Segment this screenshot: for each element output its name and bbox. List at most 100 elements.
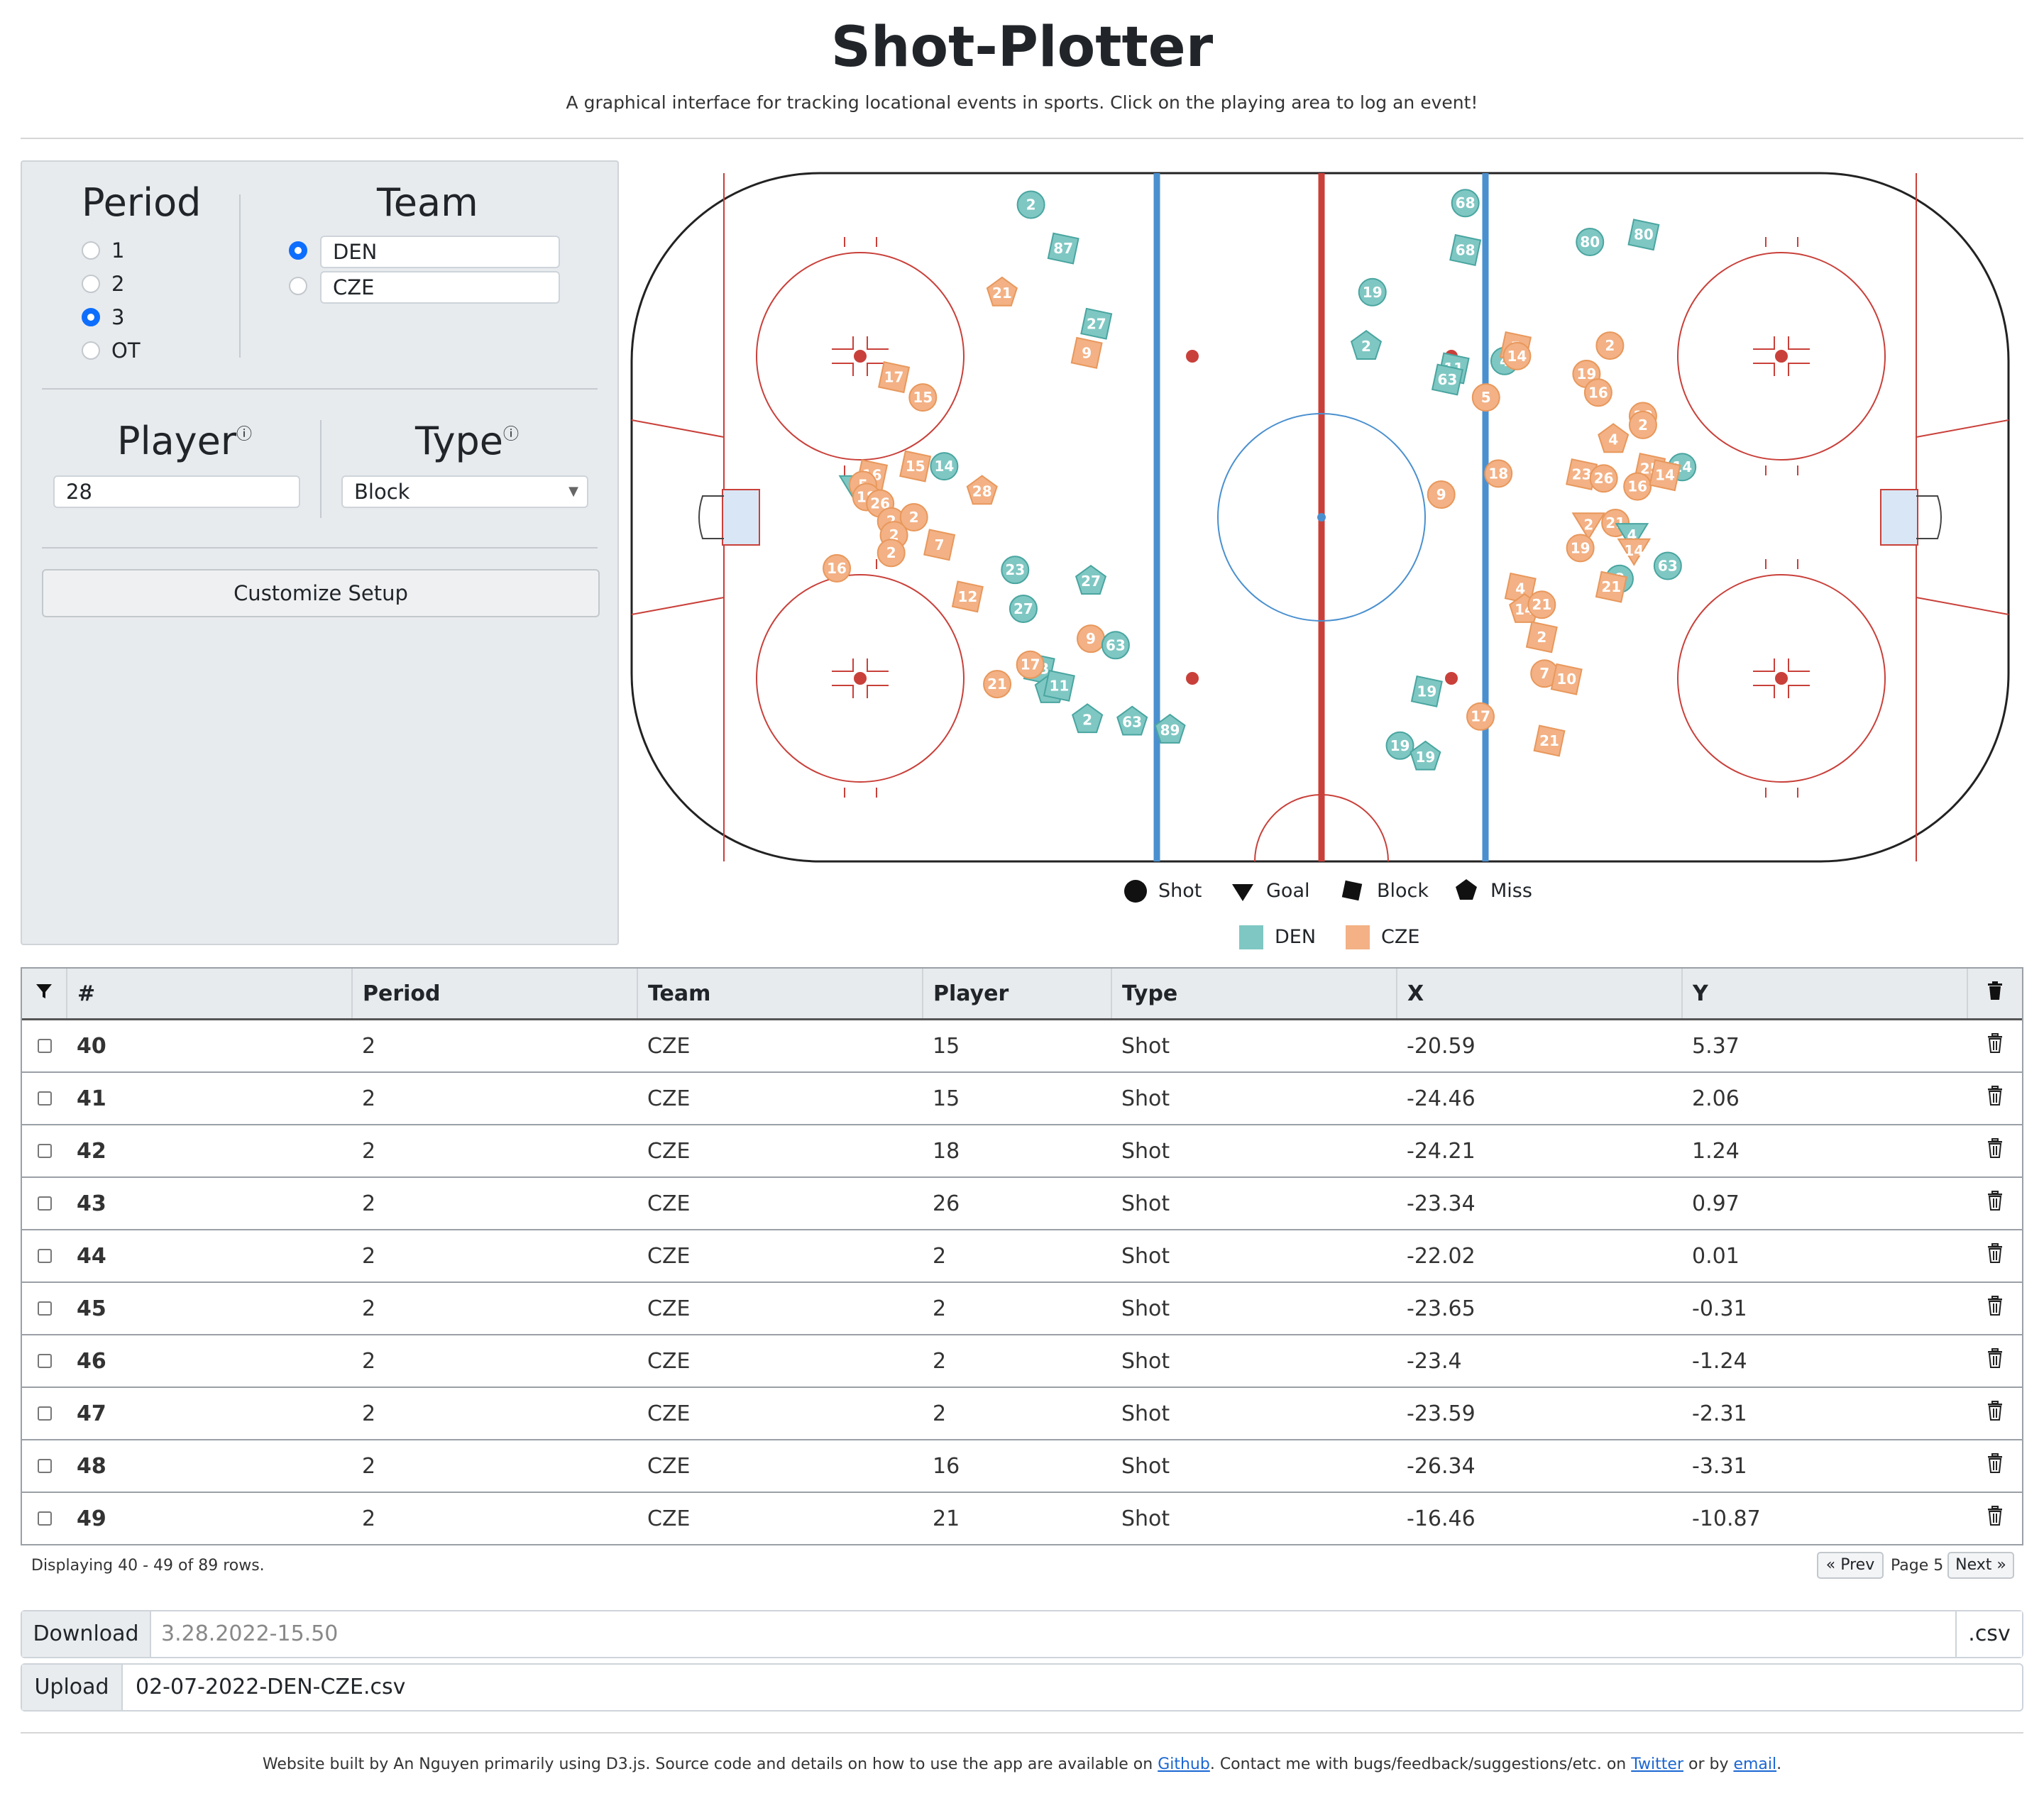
player-info-icon[interactable]: ⓘ — [236, 426, 253, 443]
download-button[interactable]: Download — [22, 1611, 151, 1657]
player-input[interactable]: 28 — [53, 475, 300, 508]
table-row[interactable]: 47 2 CZE 2 Shot -23.59 -2.31 — [22, 1387, 2022, 1440]
cze-shot-marker[interactable]: 2 — [899, 503, 928, 531]
cze-miss-marker[interactable]: 21 — [986, 276, 1018, 307]
den-block-marker[interactable]: 80 — [1627, 219, 1660, 251]
table-row[interactable]: 45 2 CZE 2 Shot -23.65 -0.31 — [22, 1281, 2022, 1335]
den-shot-marker[interactable]: 80 — [1576, 228, 1605, 256]
cze-shot-marker[interactable]: 14 — [1502, 341, 1532, 370]
col-header-x[interactable]: X — [1397, 969, 1683, 1020]
cze-shot-marker[interactable]: 2 — [877, 539, 906, 568]
den-miss-marker[interactable]: 89 — [1154, 713, 1186, 744]
cze-block-marker[interactable]: 10 — [1550, 663, 1583, 695]
customize-setup-button[interactable]: Customize Setup — [42, 569, 600, 617]
period-radio-ot[interactable] — [82, 341, 100, 360]
cze-shot-marker[interactable]: 21 — [983, 670, 1012, 699]
trash-icon[interactable] — [1967, 1387, 2022, 1440]
trash-icon[interactable] — [1967, 1229, 2022, 1282]
team-radio-den[interactable] — [289, 241, 307, 260]
trash-icon[interactable] — [1967, 1018, 2022, 1072]
den-block-marker[interactable]: 11 — [1043, 669, 1075, 702]
cze-miss-marker[interactable]: 4 — [1598, 423, 1630, 453]
cze-block-marker[interactable]: 2 — [1525, 621, 1558, 654]
prev-page-button[interactable]: « Prev — [1817, 1552, 1884, 1579]
table-row[interactable]: 48 2 CZE 16 Shot -26.34 -3.31 — [22, 1439, 2022, 1492]
trash-icon[interactable] — [1967, 1124, 2022, 1177]
cze-block-marker[interactable]: 21 — [1595, 570, 1627, 603]
trash-icon[interactable] — [1967, 1071, 2022, 1125]
cze-shot-marker[interactable]: 18 — [1484, 459, 1513, 488]
table-row[interactable]: 46 2 CZE 2 Shot -23.4 -1.24 — [22, 1334, 2022, 1387]
cze-goal-marker[interactable]: 2 — [1571, 512, 1606, 541]
trash-icon[interactable] — [1967, 1439, 2022, 1492]
row-checkbox[interactable] — [22, 1176, 67, 1230]
row-checkbox[interactable] — [22, 1334, 67, 1387]
cze-shot-marker[interactable]: 16 — [1623, 472, 1652, 501]
twitter-link[interactable]: Twitter — [1631, 1755, 1683, 1773]
row-checkbox[interactable] — [22, 1281, 67, 1335]
trash-icon[interactable] — [1967, 1176, 2022, 1230]
den-miss-marker[interactable]: 2 — [1072, 703, 1104, 734]
cze-block-marker[interactable]: 21 — [1533, 724, 1566, 757]
den-shot-marker[interactable]: 23 — [1001, 556, 1030, 585]
trash-all-icon[interactable] — [1967, 969, 2022, 1020]
period-radio-1[interactable] — [82, 241, 100, 260]
cze-shot-marker[interactable]: 5 — [1471, 383, 1500, 412]
row-checkbox[interactable] — [22, 1387, 67, 1440]
table-row[interactable]: 43 2 CZE 26 Shot -23.34 0.97 — [22, 1176, 2022, 1230]
cze-shot-marker[interactable]: 16 — [823, 553, 852, 583]
row-checkbox[interactable] — [22, 1071, 67, 1125]
download-filename-input[interactable]: 3.28.2022-15.50 — [161, 1621, 339, 1646]
period-radio-2[interactable] — [82, 275, 100, 293]
cze-block-marker[interactable]: 15 — [899, 450, 932, 483]
type-select[interactable]: Block ▼ — [341, 475, 588, 508]
cze-block-marker[interactable]: 17 — [878, 361, 911, 394]
cze-shot-marker[interactable]: 7 — [1530, 659, 1559, 688]
cze-shot-marker[interactable]: 17 — [1016, 650, 1045, 679]
trash-icon[interactable] — [1967, 1492, 2022, 1544]
cze-block-marker[interactable]: 12 — [951, 580, 984, 613]
den-shot-marker[interactable]: 63 — [1653, 551, 1682, 580]
cze-shot-marker[interactable]: 9 — [1076, 624, 1105, 654]
cze-shot-marker[interactable]: 26 — [1589, 464, 1618, 493]
table-row[interactable]: 49 2 CZE 21 Shot -16.46 -10.87 — [22, 1492, 2022, 1544]
cze-shot-marker[interactable]: 17 — [1466, 702, 1495, 731]
row-checkbox[interactable] — [22, 1492, 67, 1544]
team-radio-cze[interactable] — [289, 277, 307, 295]
cze-shot-marker[interactable]: 9 — [1427, 480, 1456, 509]
table-row[interactable]: 42 2 CZE 18 Shot -24.21 1.24 — [22, 1124, 2022, 1177]
col-header-id[interactable]: # — [67, 969, 353, 1020]
cze-shot-marker[interactable]: 2 — [1628, 410, 1657, 439]
den-miss-marker[interactable]: 27 — [1075, 564, 1107, 595]
den-miss-marker[interactable]: 63 — [1116, 705, 1148, 736]
den-shot-marker[interactable]: 2 — [1016, 190, 1045, 219]
cze-block-marker[interactable]: 14 — [1649, 459, 1681, 492]
col-header-type[interactable]: Type — [1111, 969, 1397, 1020]
table-row[interactable]: 44 2 CZE 2 Shot -22.02 0.01 — [22, 1229, 2022, 1282]
trash-icon[interactable] — [1967, 1334, 2022, 1387]
trash-icon[interactable] — [1967, 1281, 2022, 1335]
cze-shot-marker[interactable]: 15 — [908, 383, 938, 412]
cze-miss-marker[interactable]: 28 — [966, 475, 998, 505]
cze-shot-marker[interactable]: 16 — [1583, 378, 1612, 407]
type-info-icon[interactable]: ⓘ — [503, 426, 520, 443]
cze-shot-marker[interactable]: 19 — [1566, 534, 1595, 563]
upload-button[interactable]: Upload — [22, 1665, 123, 1710]
col-header-team[interactable]: Team — [637, 969, 923, 1020]
team-name-input-cze[interactable]: CZE — [320, 271, 560, 304]
team-name-input-den[interactable]: DEN — [320, 236, 560, 268]
email-link[interactable]: email — [1733, 1755, 1777, 1773]
upload-filename[interactable]: 02-07-2022-DEN-CZE.csv — [136, 1675, 406, 1699]
den-block-marker[interactable]: 87 — [1047, 232, 1079, 265]
row-checkbox[interactable] — [22, 1018, 67, 1072]
row-checkbox[interactable] — [22, 1124, 67, 1177]
cze-shot-marker[interactable]: 2 — [1595, 331, 1625, 360]
cze-shot-marker[interactable]: 21 — [1527, 590, 1556, 619]
hockey-rink[interactable]: 2872127917151514281645182622272162327122… — [625, 165, 2016, 874]
col-header-player[interactable]: Player — [923, 969, 1112, 1020]
cze-block-marker[interactable]: 9 — [1070, 336, 1103, 369]
filter-icon[interactable] — [22, 969, 67, 1020]
period-radio-3[interactable] — [82, 308, 100, 326]
table-row[interactable]: 41 2 CZE 15 Shot -24.46 2.06 — [22, 1071, 2022, 1125]
row-checkbox[interactable] — [22, 1229, 67, 1282]
